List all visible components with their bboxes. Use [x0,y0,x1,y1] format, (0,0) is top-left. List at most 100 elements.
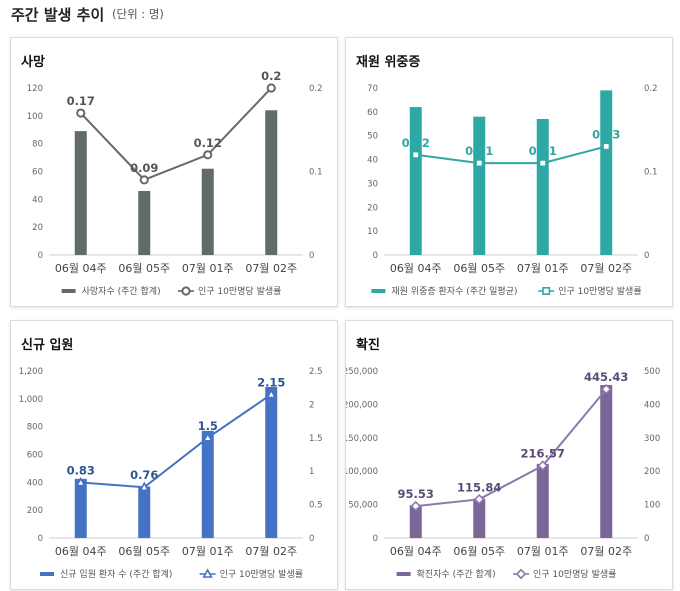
series-line [80,87,272,182]
legend: 사망자수 (주간 합계) 인구 10만명당 발생률 [61,285,281,297]
y-tick-label: 100 [27,112,43,122]
line-point [202,432,213,442]
y-tick-label: 1,000 [19,395,43,405]
y-tick-label: 80 [32,140,43,150]
page-header: 주간 발생 추이 (단위 : 명) [0,0,680,30]
bar [600,385,613,538]
line-point [537,460,549,471]
bar [201,430,214,538]
y2-tick-label: 0.2 [309,84,323,94]
y2-tick-label: 200 [644,467,660,477]
legend: 신규 입원 환자 수 (주간 합계) 인구 10만명당 발생률 [40,568,303,580]
y-tick-label: 250,000 [346,367,378,377]
x-tick-label: 06월 04주 [55,545,107,558]
x-tick-label: 07월 01주 [182,262,234,275]
legend-bar-swatch [396,572,411,576]
data-label: 0.17 [67,94,95,108]
y-tick-label: 70 [367,84,378,94]
bar [473,116,486,255]
data-label: 0.11 [529,144,557,158]
chart-title: 확진 [356,338,380,353]
data-label: 115.84 [457,480,501,494]
y-tick-label: 20 [367,203,378,213]
legend-bar-swatch [40,572,54,576]
series-line [415,388,608,508]
y-tick-label: 400 [27,478,43,488]
y2-tick-label: 0 [309,534,314,544]
data-label: 0.2 [261,69,281,83]
data-label: 0.12 [402,136,430,150]
line-point [515,568,527,580]
y2-tick-label: 2.5 [309,367,323,377]
y2-tick-label: 0.1 [644,168,658,178]
bar [138,486,151,538]
line-point [203,150,213,160]
bar [74,478,87,538]
x-tick-label: 07월 02주 [245,545,297,558]
legend-label: 인구 10만명당 발생률 [220,569,303,580]
y2-tick-label: 0 [644,534,649,544]
bar [600,90,613,255]
line-point [475,159,484,168]
y-tick-label: 10 [367,227,378,237]
chart-title: 신규 입원 [21,338,74,353]
y2-tick-label: 1 [309,467,314,477]
y-tick-label: 50 [367,132,378,142]
y-tick-label: 1,200 [19,367,43,377]
chart-panel-critical: 재원 위중증 0 10 20 30 40 50 60 70 0 0.1 0.2 06월 04주 06월 … [345,37,673,307]
line-point [76,108,86,118]
line-point [139,175,149,185]
y2-tick-label: 0.5 [309,501,323,511]
line-point [266,388,277,399]
bar [201,168,214,255]
y-tick-label: 0 [38,534,43,544]
legend: 확진자수 (주간 합계) 인구 10만명당 발생률 [396,568,616,580]
line-point [202,568,213,578]
series-line [80,393,272,489]
bar [409,505,422,538]
chart-panel-confirmed: 확진 0 50,000 100,000 150,000 200,000 250,000 0 1… [345,320,673,590]
y2-tick-label: 1.5 [309,434,323,444]
line-point [75,476,86,487]
chart-panel-deaths: 사망 0 20 40 60 80 100 120 0 0.1 0.2 06월 04주 06월 05주 0… [10,37,338,307]
y2-tick-label: 300 [644,434,660,444]
y-tick-label: 0 [373,251,378,261]
data-label: 0.12 [194,136,222,150]
legend-label: 인구 10만명당 발생률 [558,286,641,297]
y2-tick-label: 100 [644,501,660,511]
data-label: 95.53 [398,487,434,501]
y2-tick-label: 500 [644,367,660,377]
chart-title: 사망 [21,55,45,70]
bar [409,107,422,255]
y-tick-label: 60 [32,168,43,178]
chart-title: 재원 위중증 [356,55,421,70]
x-tick-label: 07월 01주 [517,262,569,275]
chart-svg: 0 10 20 30 40 50 60 70 0 0.1 0.2 06월 04주 06월 05주 07월 … [367,84,658,297]
y-tick-label: 120 [27,84,43,94]
y2-tick-label: 0 [644,251,649,261]
legend-bar-swatch [371,289,386,293]
y2-tick-label: 400 [644,400,660,410]
y-tick-label: 800 [27,423,43,433]
page-title: 주간 발생 추이 [11,6,105,24]
x-tick-label: 06월 04주 [55,262,107,275]
y2-tick-label: 0.2 [644,84,658,94]
y-tick-label: 600 [27,451,43,461]
chart-svg: 0 200 400 600 800 1,000 1,200 0 0.5 1 1.5 2 2.5 06월 0… [19,367,323,580]
unit-note: (단위 : 명) [112,7,164,21]
data-label: 0.76 [130,468,158,482]
series-line [415,145,607,165]
y-tick-label: 100,000 [346,467,378,477]
chart-svg: 0 50,000 100,000 150,000 200,000 250,000 0 100 2… [346,367,660,580]
legend-label: 인구 10만명당 발생률 [198,286,281,297]
x-tick-label: 07월 02주 [580,545,632,558]
x-tick-label: 06월 05주 [118,545,170,558]
bar [473,498,486,538]
line-point [266,83,276,93]
x-tick-label: 06월 05주 [118,262,170,275]
x-tick-label: 06월 04주 [390,545,442,558]
y-tick-label: 60 [367,108,378,118]
x-tick-label: 07월 01주 [182,545,234,558]
y2-tick-label: 0.1 [309,168,323,178]
y2-tick-label: 2 [309,400,314,410]
